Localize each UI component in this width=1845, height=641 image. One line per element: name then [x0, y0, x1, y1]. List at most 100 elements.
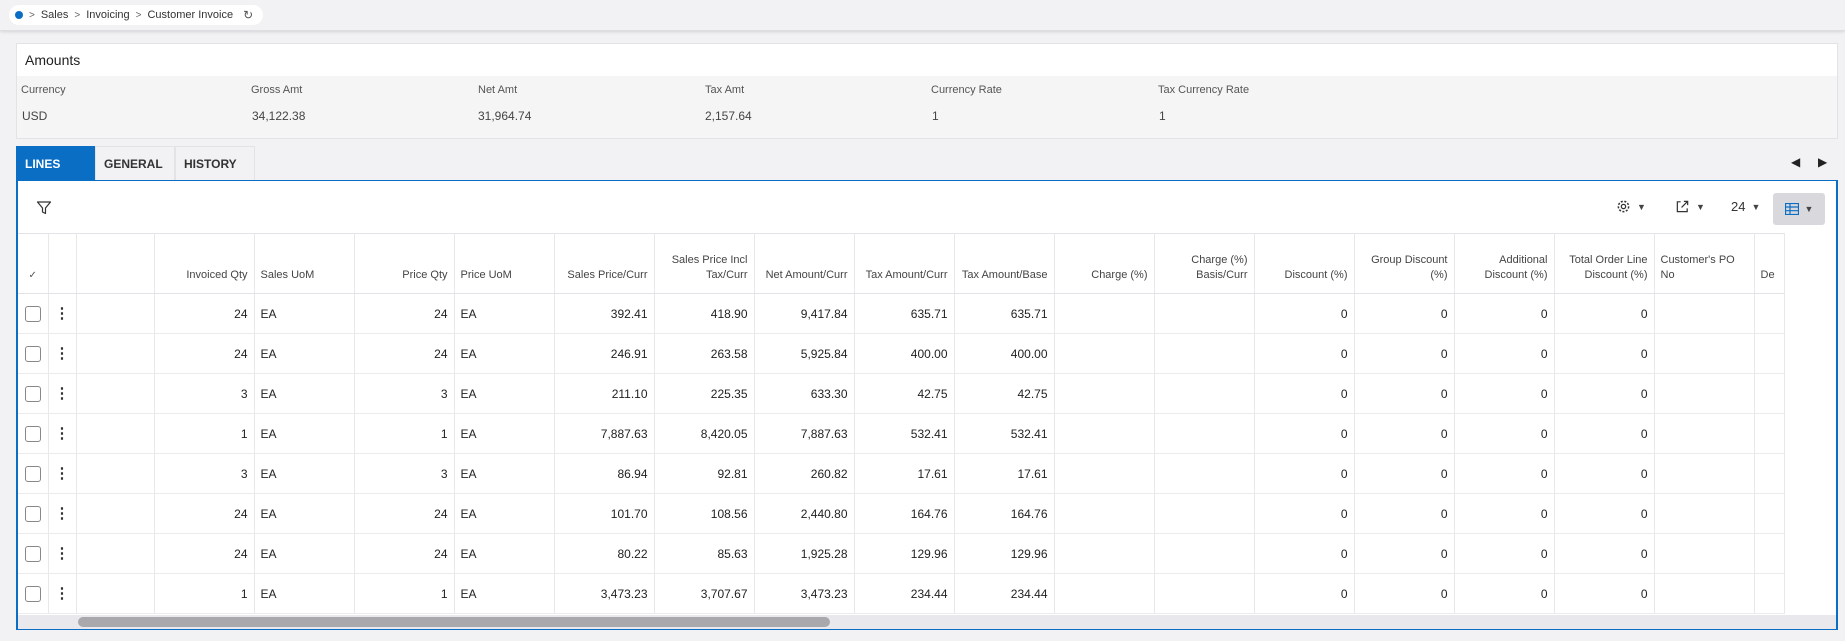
- table-cell[interactable]: EA: [254, 573, 355, 614]
- table-cell[interactable]: 129.96: [854, 533, 955, 574]
- table-cell[interactable]: 0: [1454, 373, 1555, 414]
- table-cell[interactable]: EA: [254, 413, 355, 454]
- column-header-charge-pct[interactable]: Charge (%): [1054, 233, 1155, 294]
- row-actions-cell[interactable]: ⋮: [48, 293, 77, 334]
- table-row[interactable]: ⋮ 3 EA 3 EA 86.94 92.81 260.82 17.61 17.61 0 0 0 0: [18, 453, 1785, 494]
- table-cell[interactable]: [1054, 333, 1155, 374]
- row-actions-cell[interactable]: ⋮: [48, 453, 77, 494]
- column-header-invoiced-qty[interactable]: Invoiced Qty: [154, 233, 255, 294]
- table-cell[interactable]: 17.61: [954, 453, 1055, 494]
- more-vertical-icon[interactable]: ⋮: [54, 584, 70, 602]
- table-cell[interactable]: 1: [354, 413, 455, 454]
- table-cell[interactable]: [1054, 453, 1155, 494]
- row-actions-cell[interactable]: ⋮: [48, 493, 77, 534]
- table-cell[interactable]: 80.22: [554, 533, 655, 574]
- table-cell[interactable]: 0: [1354, 293, 1455, 334]
- table-cell[interactable]: 0: [1454, 573, 1555, 614]
- table-cell[interactable]: 101.70: [554, 493, 655, 534]
- table-cell[interactable]: [1054, 533, 1155, 574]
- table-cell[interactable]: 532.41: [854, 413, 955, 454]
- column-header-price-uom[interactable]: Price UoM: [454, 233, 555, 294]
- table-cell[interactable]: 0: [1554, 493, 1655, 534]
- table-cell[interactable]: 0: [1354, 373, 1455, 414]
- table-cell[interactable]: 24: [354, 333, 455, 374]
- table-cell[interactable]: 0: [1354, 413, 1455, 454]
- table-cell[interactable]: 24: [154, 333, 255, 374]
- table-cell[interactable]: EA: [254, 453, 355, 494]
- row-checkbox[interactable]: [24, 585, 41, 602]
- table-cell[interactable]: EA: [454, 493, 555, 534]
- table-cell[interactable]: EA: [454, 533, 555, 574]
- table-cell[interactable]: 164.76: [954, 493, 1055, 534]
- row-checkbox-cell[interactable]: [18, 493, 49, 534]
- table-cell[interactable]: [1654, 493, 1755, 534]
- table-cell[interactable]: 0: [1254, 293, 1355, 334]
- table-cell[interactable]: EA: [254, 333, 355, 374]
- table-cell[interactable]: 0: [1454, 453, 1555, 494]
- table-cell[interactable]: 24: [354, 293, 455, 334]
- table-cell[interactable]: [1154, 293, 1255, 334]
- table-cell[interactable]: 0: [1254, 533, 1355, 574]
- table-cell[interactable]: 42.75: [854, 373, 955, 414]
- table-cell[interactable]: EA: [454, 333, 555, 374]
- table-cell[interactable]: [1754, 453, 1785, 494]
- row-checkbox-cell[interactable]: [18, 333, 49, 374]
- refresh-icon[interactable]: ↻: [243, 8, 254, 22]
- table-cell[interactable]: [1154, 453, 1255, 494]
- table-cell[interactable]: 0: [1454, 493, 1555, 534]
- column-header-sales-uom[interactable]: Sales UoM: [254, 233, 355, 294]
- table-cell[interactable]: EA: [254, 373, 355, 414]
- table-cell[interactable]: 1: [154, 573, 255, 614]
- export-menu[interactable]: ▼: [1675, 199, 1705, 214]
- row-checkbox-cell[interactable]: [18, 293, 49, 334]
- table-cell[interactable]: 24: [154, 293, 255, 334]
- table-cell[interactable]: [1654, 413, 1755, 454]
- table-cell[interactable]: 2,440.80: [754, 493, 855, 534]
- table-cell[interactable]: 3: [354, 453, 455, 494]
- table-cell[interactable]: 0: [1554, 333, 1655, 374]
- table-cell[interactable]: 92.81: [654, 453, 755, 494]
- table-cell[interactable]: 5,925.84: [754, 333, 855, 374]
- table-cell[interactable]: 418.90: [654, 293, 755, 334]
- tab-general[interactable]: GENERAL: [95, 146, 175, 180]
- column-header-net-amount-curr[interactable]: Net Amount/Curr: [754, 233, 855, 294]
- table-cell[interactable]: 392.41: [554, 293, 655, 334]
- table-cell[interactable]: EA: [254, 493, 355, 534]
- table-cell[interactable]: 0: [1554, 453, 1655, 494]
- column-header-tax-amount-curr[interactable]: Tax Amount/Curr: [854, 233, 955, 294]
- table-cell[interactable]: [1154, 493, 1255, 534]
- table-cell[interactable]: [1054, 493, 1155, 534]
- column-header-additional-discount-pct[interactable]: Additional Discount (%): [1454, 233, 1555, 294]
- row-actions-cell[interactable]: ⋮: [48, 573, 77, 614]
- table-cell[interactable]: [1754, 533, 1785, 574]
- table-cell[interactable]: 0: [1354, 453, 1455, 494]
- table-cell[interactable]: [1654, 453, 1755, 494]
- table-cell[interactable]: [1654, 373, 1755, 414]
- table-row[interactable]: ⋮ 24 EA 24 EA 80.22 85.63 1,925.28 129.96 129.96 0…: [18, 533, 1785, 574]
- table-cell[interactable]: 0: [1254, 373, 1355, 414]
- more-vertical-icon[interactable]: ⋮: [54, 384, 70, 402]
- more-vertical-icon[interactable]: ⋮: [54, 544, 70, 562]
- scrollbar-thumb[interactable]: [78, 617, 830, 627]
- table-cell[interactable]: 0: [1554, 413, 1655, 454]
- table-cell[interactable]: 532.41: [954, 413, 1055, 454]
- more-vertical-icon[interactable]: ⋮: [54, 464, 70, 482]
- table-cell[interactable]: [1754, 333, 1785, 374]
- row-actions-cell[interactable]: ⋮: [48, 333, 77, 374]
- table-cell[interactable]: [1054, 573, 1155, 614]
- filter-icon[interactable]: [36, 200, 52, 216]
- tab-lines[interactable]: LINES: [16, 146, 95, 180]
- column-header-customers-po-no[interactable]: Customer's PO No: [1654, 233, 1755, 294]
- more-vertical-icon[interactable]: ⋮: [54, 424, 70, 442]
- table-cell[interactable]: EA: [254, 533, 355, 574]
- table-cell[interactable]: 633.30: [754, 373, 855, 414]
- table-row[interactable]: ⋮ 3 EA 3 EA 211.10 225.35 633.30 42.75 42.75 0 0 0 0: [18, 373, 1785, 414]
- table-row[interactable]: ⋮ 1 EA 1 EA 7,887.63 8,420.05 7,887.63 532.41 532…: [18, 413, 1785, 454]
- table-row[interactable]: ⋮ 24 EA 24 EA 101.70 108.56 2,440.80 164.76 164.7…: [18, 493, 1785, 534]
- table-cell[interactable]: EA: [454, 373, 555, 414]
- breadcrumb-item-sales[interactable]: Sales: [40, 9, 69, 21]
- row-checkbox-cell[interactable]: [18, 373, 49, 414]
- select-all-header[interactable]: ✓: [18, 233, 49, 294]
- row-checkbox-cell[interactable]: [18, 413, 49, 454]
- column-header-sales-price-curr[interactable]: Sales Price/Curr: [554, 233, 655, 294]
